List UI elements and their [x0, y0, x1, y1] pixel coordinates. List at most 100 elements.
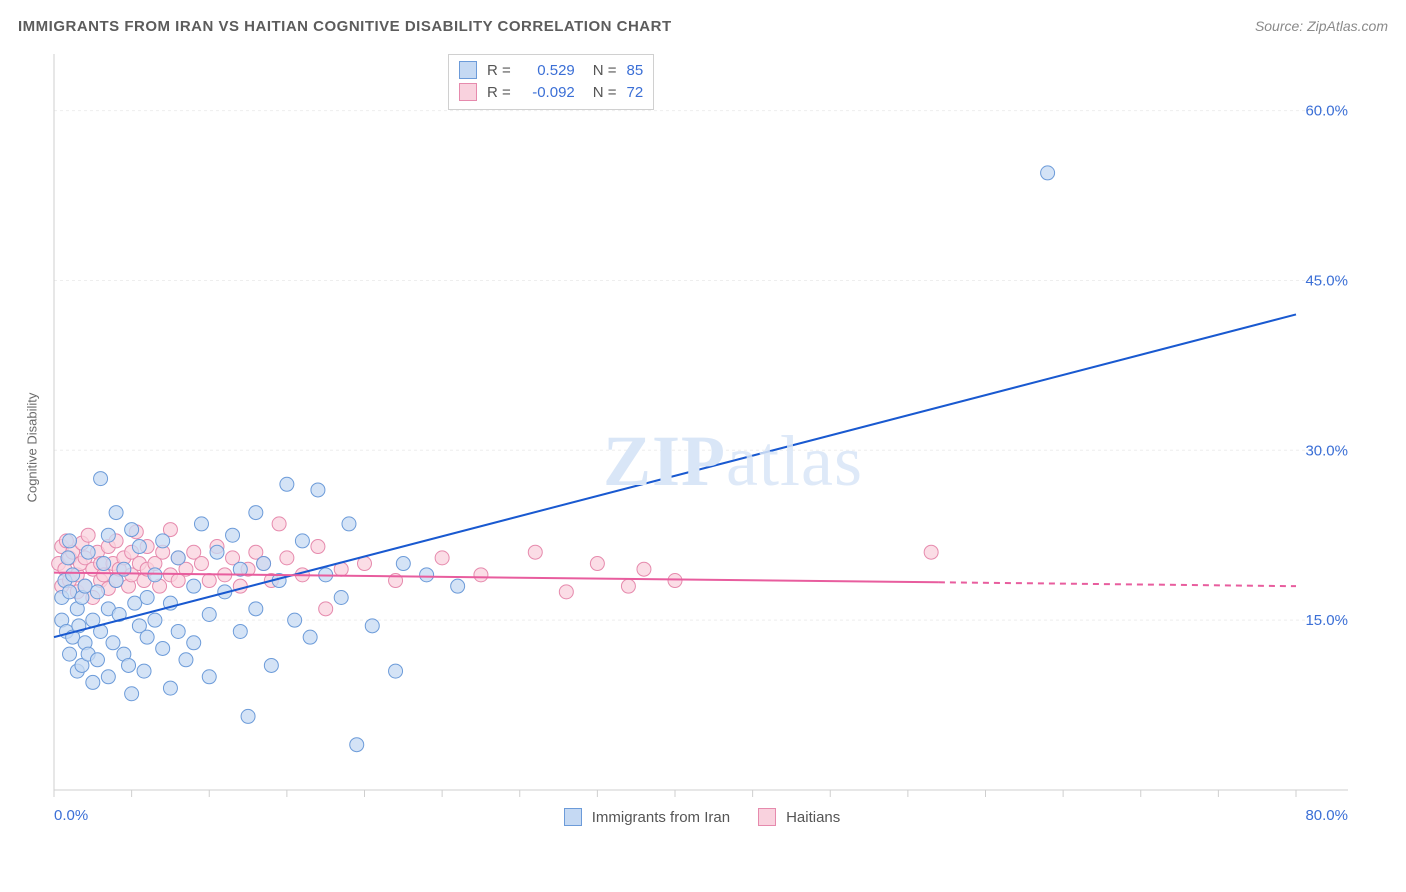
corr-row-1: R = -0.092 N = 72 [459, 81, 643, 103]
corr-n-label-1: N = [593, 84, 617, 101]
corr-n-value-1: 72 [627, 84, 644, 101]
data-point [559, 585, 573, 599]
data-point [233, 579, 247, 593]
data-point [365, 619, 379, 633]
data-point [137, 664, 151, 678]
corr-row-0: R = 0.529 N = 85 [459, 59, 643, 81]
ytick-label: 30.0% [1305, 442, 1348, 459]
data-point [451, 579, 465, 593]
data-point [125, 687, 139, 701]
data-point [637, 562, 651, 576]
data-point [148, 568, 162, 582]
data-point [156, 641, 170, 655]
data-point [125, 523, 139, 537]
data-point [101, 670, 115, 684]
data-point [171, 551, 185, 565]
swatch-series-1 [459, 83, 477, 101]
legend-swatch-0 [564, 808, 582, 826]
corr-r-value-0: 0.529 [515, 62, 575, 79]
data-point [101, 528, 115, 542]
data-point [249, 506, 263, 520]
data-point [272, 517, 286, 531]
data-point [106, 636, 120, 650]
trend-line-dashed [939, 582, 1296, 586]
data-point [61, 551, 75, 565]
data-point [280, 477, 294, 491]
data-point [132, 540, 146, 554]
data-point [163, 681, 177, 695]
data-point [435, 551, 449, 565]
data-point [63, 534, 77, 548]
legend-label-1: Haitians [786, 809, 840, 826]
data-point [1041, 166, 1055, 180]
data-point [474, 568, 488, 582]
data-point [81, 528, 95, 542]
data-point [140, 630, 154, 644]
data-point [202, 607, 216, 621]
series-legend: Immigrants from Iran Haitians [48, 808, 1356, 826]
corr-r-value-1: -0.092 [515, 84, 575, 101]
data-point [257, 557, 271, 571]
corr-n-label-0: N = [593, 62, 617, 79]
correlation-legend: R = 0.529 N = 85 R = -0.092 N = 72 [448, 54, 654, 110]
data-point [311, 540, 325, 554]
correlation-chart: Cognitive Disability 15.0%30.0%45.0%60.0… [48, 50, 1356, 830]
swatch-series-0 [459, 61, 477, 79]
data-point [90, 585, 104, 599]
data-point [924, 545, 938, 559]
data-point [81, 545, 95, 559]
data-point [249, 602, 263, 616]
data-point [90, 653, 104, 667]
ytick-label: 15.0% [1305, 612, 1348, 629]
data-point [109, 506, 123, 520]
data-point [350, 738, 364, 752]
data-point [311, 483, 325, 497]
data-point [295, 534, 309, 548]
data-point [621, 579, 635, 593]
data-point [668, 574, 682, 588]
legend-item-1: Haitians [758, 808, 840, 826]
data-point [590, 557, 604, 571]
data-point [194, 517, 208, 531]
data-point [226, 528, 240, 542]
data-point [78, 579, 92, 593]
data-point [334, 591, 348, 605]
data-point [171, 624, 185, 638]
y-axis-label: Cognitive Disability [25, 393, 40, 503]
data-point [156, 534, 170, 548]
corr-n-value-0: 85 [627, 62, 644, 79]
legend-item-0: Immigrants from Iran [564, 808, 730, 826]
ytick-label: 45.0% [1305, 272, 1348, 289]
data-point [187, 636, 201, 650]
data-point [122, 658, 136, 672]
data-point [86, 675, 100, 689]
corr-r-label-1: R = [487, 84, 511, 101]
legend-swatch-1 [758, 808, 776, 826]
data-point [319, 602, 333, 616]
corr-r-label-0: R = [487, 62, 511, 79]
trend-line [54, 573, 939, 583]
data-point [303, 630, 317, 644]
page-title: IMMIGRANTS FROM IRAN VS HAITIAN COGNITIV… [18, 18, 672, 35]
data-point [233, 624, 247, 638]
data-point [396, 557, 410, 571]
data-point [210, 545, 224, 559]
data-point [63, 585, 77, 599]
data-point [241, 709, 255, 723]
data-point [194, 557, 208, 571]
data-point [187, 579, 201, 593]
trend-line [54, 314, 1296, 637]
data-point [94, 472, 108, 486]
data-point [128, 596, 142, 610]
data-point [288, 613, 302, 627]
data-point [148, 613, 162, 627]
ytick-label: 60.0% [1305, 103, 1348, 120]
data-point [528, 545, 542, 559]
data-point [420, 568, 434, 582]
chart-svg: 15.0%30.0%45.0%60.0%0.0%80.0% [48, 50, 1356, 830]
legend-label-0: Immigrants from Iran [592, 809, 730, 826]
data-point [264, 658, 278, 672]
data-point [202, 670, 216, 684]
data-point [140, 591, 154, 605]
data-point [97, 557, 111, 571]
